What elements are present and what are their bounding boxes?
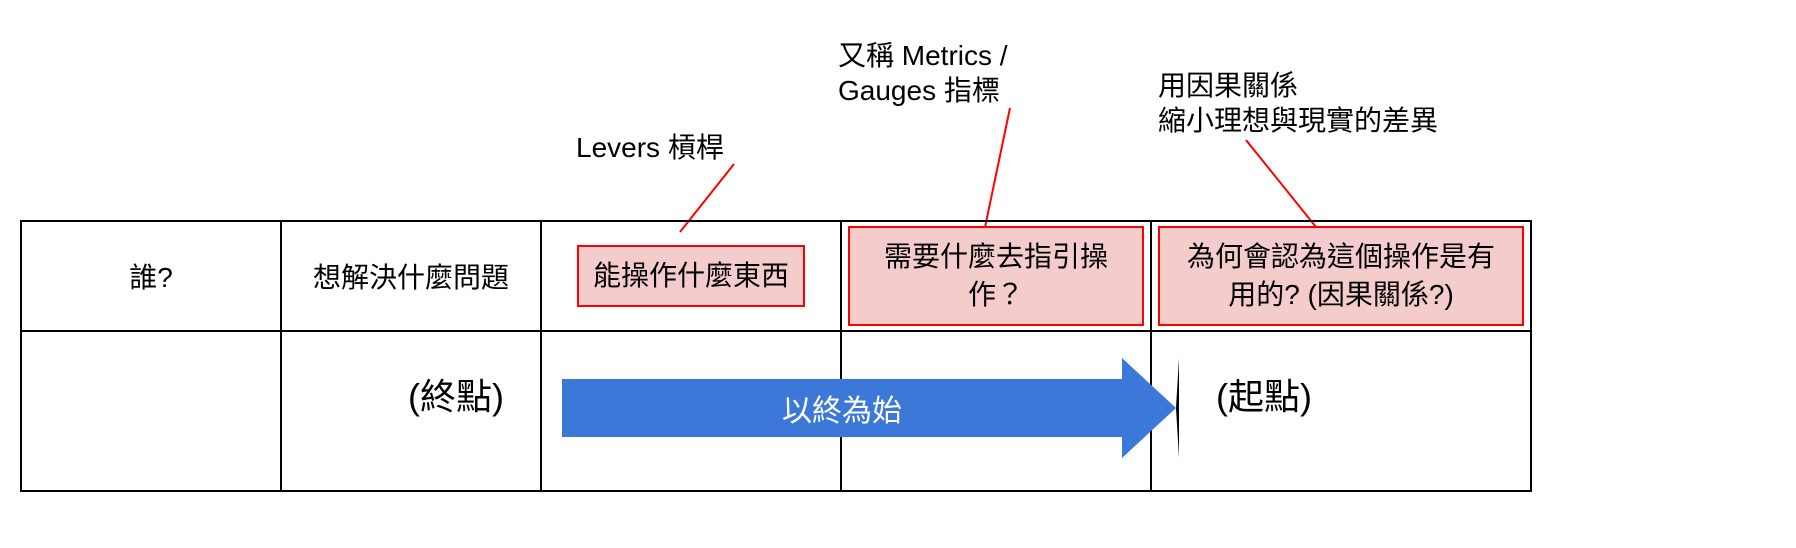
arrow-head-icon [1122, 358, 1179, 458]
header-cell-4: 為何會認為這個操作是有用的? (因果關係?) [1151, 221, 1531, 331]
highlight-box-2: 能操作什麼東西 [577, 245, 805, 307]
header-cell-3: 需要什麼去指引操作？ [841, 221, 1151, 331]
annotation-levers: Levers 槓桿 [576, 130, 724, 165]
diagram-stage: Levers 槓桿 又稱 Metrics /Gauges 指標 用因果關係縮小理… [0, 0, 1796, 548]
highlight-box-3: 需要什麼去指引操作？ [848, 226, 1144, 326]
header-cell-1: 想解決什麼問題 [281, 221, 541, 331]
arrow-label: 以終為始 [782, 386, 902, 430]
connector-c3 [1246, 140, 1320, 232]
header-cell-2: 能操作什麼東西 [541, 221, 841, 331]
connector-c2 [984, 108, 1010, 232]
endpoint-label: (終點) [408, 368, 504, 420]
header-cell-0: 誰? [21, 221, 281, 331]
body-cell-4 [1151, 331, 1531, 491]
annotation-metrics: 又稱 Metrics /Gauges 指標 [838, 38, 1008, 108]
highlight-box-4: 為何會認為這個操作是有用的? (因果關係?) [1158, 226, 1524, 326]
body-cell-0 [21, 331, 281, 491]
begin-with-end-arrow: 以終為始 [562, 358, 1176, 458]
arrow-body: 以終為始 [562, 379, 1122, 437]
annotation-causality: 用因果關係縮小理想與現實的差異 [1158, 68, 1438, 138]
startpoint-label: (起點) [1216, 368, 1312, 420]
table-header-row: 誰?想解決什麼問題能操作什麼東西需要什麼去指引操作？為何會認為這個操作是有用的?… [21, 221, 1531, 331]
